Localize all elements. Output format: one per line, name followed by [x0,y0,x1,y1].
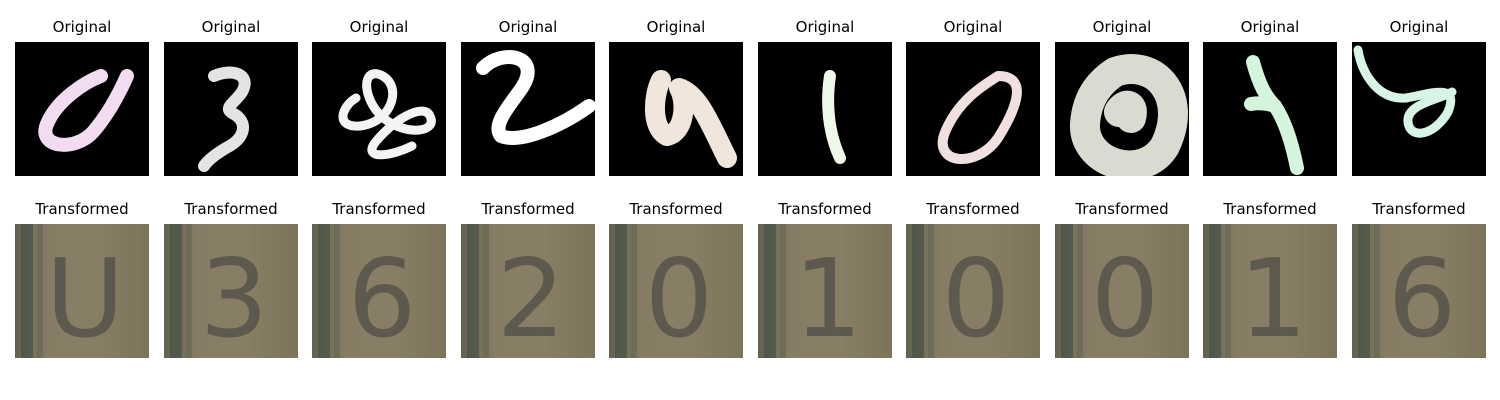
svg-text:6: 6 [1388,237,1457,358]
transformed-title: Transformed [1223,200,1317,218]
transformed-digit-image: 2 [461,224,595,358]
svg-text:3: 3 [200,237,269,358]
svg-text:1: 1 [794,237,863,358]
original-digit-image [906,42,1040,176]
svg-text:1: 1 [1239,237,1308,358]
original-digit-image [1203,42,1337,176]
original-title: Original [52,18,112,36]
transformed-title: Transformed [926,200,1020,218]
original-title: Original [1092,18,1152,36]
transformed-title: Transformed [629,200,723,218]
svg-text:6: 6 [348,237,417,358]
transformed-title: Transformed [1075,200,1169,218]
svg-text:U: U [45,237,124,358]
original-title: Original [201,18,261,36]
svg-text:0: 0 [1091,237,1160,358]
original-digit-image [461,42,595,176]
transformed-digit-image: U [15,224,149,358]
svg-text:0: 0 [645,237,714,358]
original-digit-image [758,42,892,176]
original-title: Original [943,18,1003,36]
transformed-digit-image: 3 [164,224,298,358]
original-digit-image [1055,42,1189,176]
transformed-digit-image: 1 [758,224,892,358]
transformed-title: Transformed [35,200,129,218]
original-digit-image [312,42,446,176]
original-title: Original [795,18,855,36]
original-digit-image [1352,42,1486,176]
transformed-digit-image: 0 [1055,224,1189,358]
original-title: Original [1389,18,1449,36]
original-title: Original [646,18,706,36]
transformed-title: Transformed [1372,200,1466,218]
transformed-digit-image: 1 [1203,224,1337,358]
transformed-digit-image: 0 [906,224,1040,358]
original-title: Original [498,18,558,36]
transformed-title: Transformed [184,200,278,218]
transformed-digit-image: 6 [1352,224,1486,358]
transformed-digit-image: 0 [609,224,743,358]
original-digit-image [609,42,743,176]
svg-text:0: 0 [942,237,1011,358]
svg-text:2: 2 [497,237,566,358]
transformed-title: Transformed [778,200,872,218]
original-digit-image [15,42,149,176]
original-digit-image [164,42,298,176]
transformed-title: Transformed [332,200,426,218]
original-title: Original [349,18,409,36]
transformed-digit-image: 6 [312,224,446,358]
original-title: Original [1240,18,1300,36]
transformed-title: Transformed [481,200,575,218]
